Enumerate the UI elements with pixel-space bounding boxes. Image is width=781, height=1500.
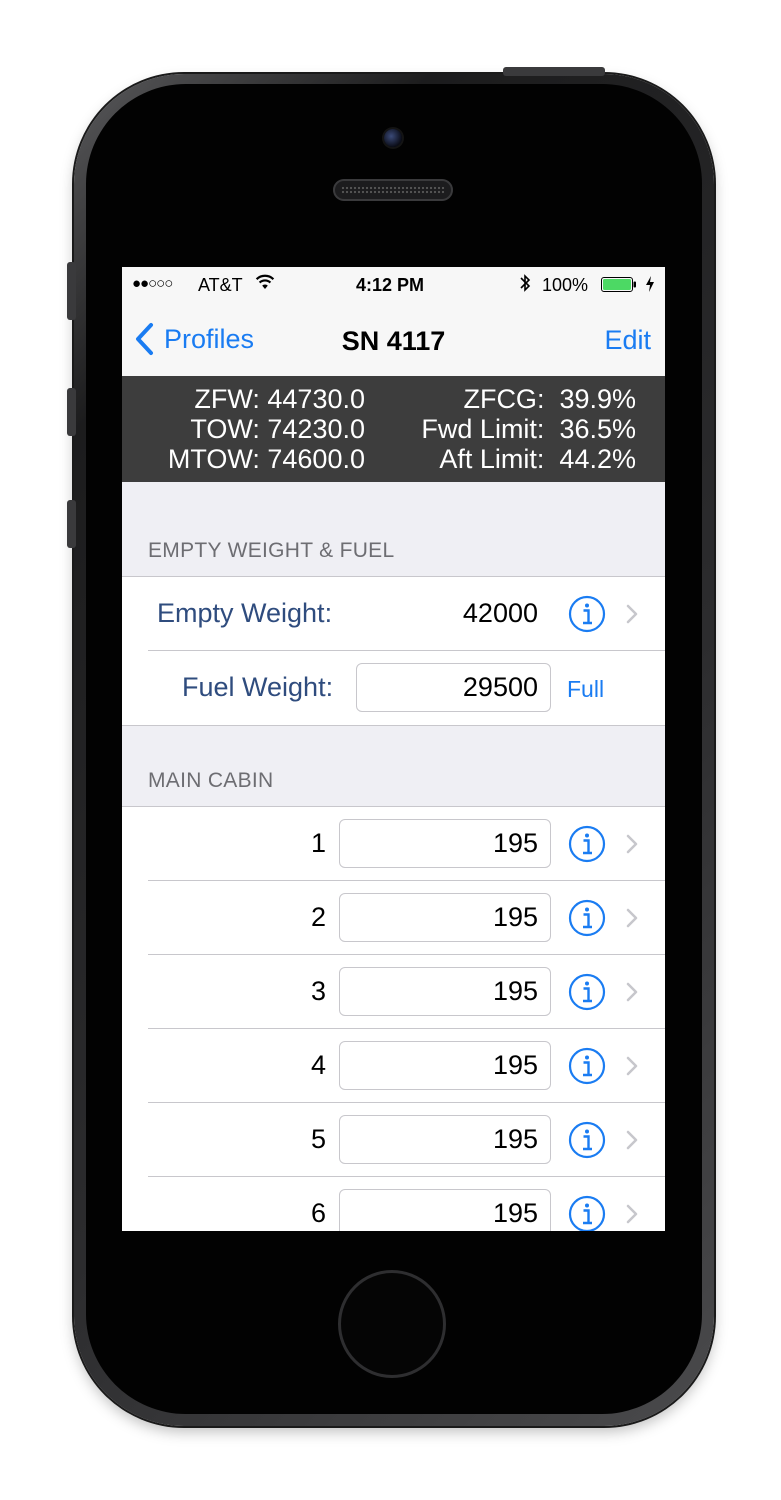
- seat-number: 1: [310, 828, 326, 858]
- chevron-right-icon: [626, 908, 638, 928]
- empty-weight-group: Empty Weight: 42000 Fuel Weight: 29500 F…: [122, 576, 665, 726]
- seat-number: 6: [310, 1198, 326, 1228]
- seat-row: 2 195: [122, 881, 665, 955]
- seat-row: 6 195: [122, 1177, 665, 1231]
- front-camera: [384, 129, 402, 147]
- seat-number: 5: [310, 1124, 326, 1154]
- weight-balance-summary: ZFW: 44730.0 TOW: 74230.0 MTOW: 74600.0 …: [122, 376, 665, 482]
- chevron-right-icon: [626, 1056, 638, 1076]
- fuel-weight-field[interactable]: 29500: [356, 663, 551, 712]
- info-circle-icon[interactable]: [568, 1195, 606, 1231]
- seat-weight-field[interactable]: 195: [339, 1189, 551, 1231]
- info-circle-icon[interactable]: [568, 825, 606, 863]
- silent-switch: [67, 262, 76, 320]
- back-label: Profiles: [164, 323, 255, 354]
- aft-limit-readout: Aft Limit: 44.2%: [439, 444, 636, 474]
- empty-weight-label: Empty Weight:: [157, 598, 333, 628]
- seat-number: 2: [310, 902, 326, 932]
- chevron-right-icon: [626, 1204, 638, 1224]
- charging-bolt-icon: [646, 276, 654, 292]
- back-button[interactable]: Profiles: [134, 321, 254, 357]
- signal-strength: ●●○○○: [132, 275, 173, 292]
- clock: 4:12 PM: [356, 275, 425, 295]
- fwd-limit-readout: Fwd Limit: 36.5%: [421, 414, 636, 444]
- fuel-weight-label: Fuel Weight:: [182, 672, 334, 702]
- seat-row: 4 195: [122, 1029, 665, 1103]
- chevron-right-icon: [626, 982, 638, 1002]
- main-cabin-group: 1 195 2 195 3 195 4 195 5 195 6 195: [122, 806, 665, 1231]
- status-bar: ●●○○○ AT&T 4:12 PM 100%: [122, 267, 665, 303]
- weight-summary: ZFW: 44730.0 TOW: 74230.0 MTOW: 74600.0: [122, 384, 365, 474]
- chevron-right-icon: [626, 834, 638, 854]
- section-header-empty-weight: EMPTY WEIGHT & FUEL: [148, 539, 395, 562]
- seat-number: 3: [310, 976, 326, 1006]
- full-fuel-button[interactable]: Full: [567, 676, 605, 702]
- home-button[interactable]: [338, 1270, 446, 1378]
- row-divider: [148, 954, 665, 955]
- volume-down-button: [67, 500, 76, 548]
- info-circle-icon[interactable]: [568, 973, 606, 1011]
- tow-readout: TOW: 74230.0: [190, 414, 365, 444]
- seat-number: 4: [310, 1050, 326, 1080]
- navigation-bar: Profiles SN 4117 Edit: [122, 303, 665, 377]
- volume-up-button: [67, 388, 76, 436]
- battery-percent: 100%: [542, 275, 589, 295]
- earpiece-speaker: [333, 179, 453, 201]
- zfw-readout: ZFW: 44730.0: [194, 384, 365, 414]
- seat-weight-field[interactable]: 195: [339, 1041, 551, 1090]
- seat-weight-field[interactable]: 195: [339, 967, 551, 1016]
- row-divider: [148, 1028, 665, 1029]
- seat-row: 3 195: [122, 955, 665, 1029]
- seat-weight-field[interactable]: 195: [339, 1115, 551, 1164]
- info-circle-icon[interactable]: [568, 595, 606, 633]
- row-divider: [148, 1176, 665, 1177]
- power-button: [503, 67, 605, 76]
- zfcg-readout: ZFCG: 39.9%: [463, 384, 636, 414]
- edit-button[interactable]: Edit: [604, 325, 651, 355]
- info-circle-icon[interactable]: [568, 1121, 606, 1159]
- chevron-right-icon: [626, 1130, 638, 1150]
- row-divider: [148, 650, 665, 651]
- empty-weight-value: 42000: [462, 598, 538, 628]
- row-divider: [148, 880, 665, 881]
- seat-row: 5 195: [122, 1103, 665, 1177]
- bluetooth-icon: [520, 274, 531, 292]
- info-circle-icon[interactable]: [568, 1047, 606, 1085]
- seat-weight-field[interactable]: 195: [339, 893, 551, 942]
- carrier-name: AT&T: [198, 275, 243, 295]
- cg-summary: ZFCG: 39.9% Fwd Limit: 36.5% Aft Limit: …: [421, 384, 636, 474]
- page-title: SN 4117: [341, 326, 446, 356]
- mtow-readout: MTOW: 74600.0: [167, 444, 365, 474]
- fuel-weight-row: Fuel Weight: 29500 Full: [122, 651, 665, 725]
- row-divider: [148, 1102, 665, 1103]
- seat-row: 1 195: [122, 807, 665, 881]
- seat-weight-field[interactable]: 195: [339, 819, 551, 868]
- battery-icon: [601, 277, 636, 292]
- wifi-icon: [255, 274, 275, 289]
- section-header-main-cabin: MAIN CABIN: [148, 769, 274, 792]
- chevron-left-icon: [136, 323, 153, 355]
- screen: ●●○○○ AT&T 4:12 PM 100% Profiles SN 4117: [122, 267, 665, 1231]
- info-circle-icon[interactable]: [568, 899, 606, 937]
- chevron-right-icon: [626, 604, 638, 624]
- empty-weight-row[interactable]: Empty Weight: 42000: [122, 577, 665, 651]
